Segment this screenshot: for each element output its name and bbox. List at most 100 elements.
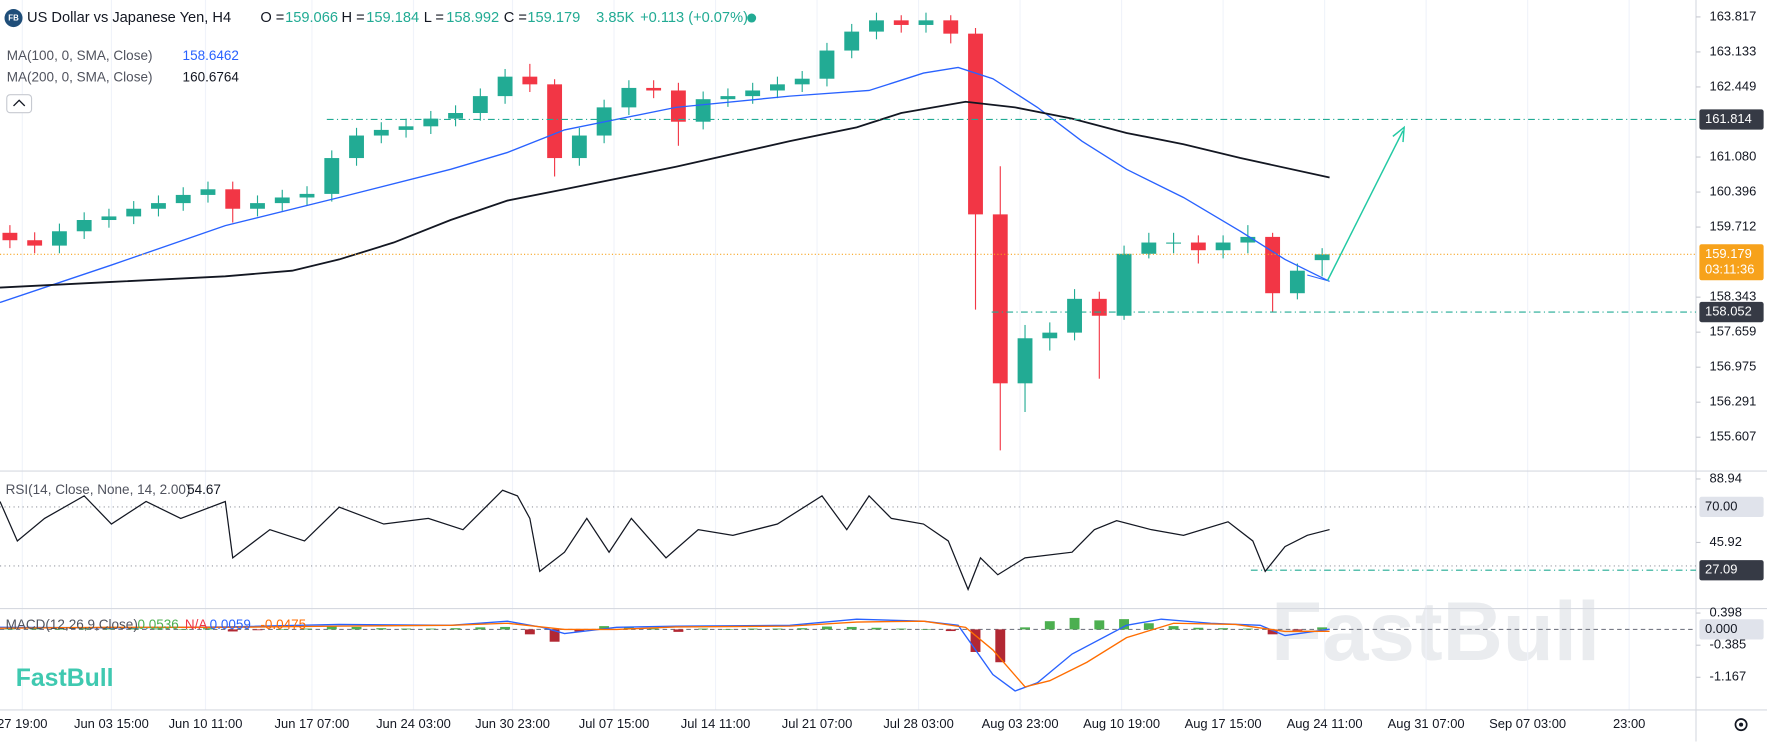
histogram-bar [450, 628, 461, 630]
histogram-bar [1292, 629, 1303, 631]
settings-icon-core [1739, 722, 1744, 727]
histogram-bar [673, 629, 684, 632]
x-tick-label: Sep 07 03:00 [1489, 716, 1566, 731]
candle-body [1265, 236, 1281, 294]
histogram-bar [425, 628, 436, 630]
axis-badge-label: 0.000 [1705, 621, 1737, 636]
settings-button[interactable] [1734, 718, 1748, 732]
projection-head [1392, 125, 1405, 143]
y-tick-label: 88.94 [1710, 470, 1742, 485]
candle-body [299, 193, 315, 198]
axis-badge-label: 161.814 [1705, 111, 1752, 126]
legend-name: MA(200, 0, SMA, Close) [7, 69, 153, 84]
y-tick-label: 161.080 [1710, 148, 1757, 163]
candle-body [324, 158, 340, 194]
y-tick-label: 157.659 [1710, 324, 1757, 339]
change: +0.113 (+0.07%) [640, 10, 748, 26]
candle-body [225, 189, 241, 209]
x-tick-label: Jun 30 23:00 [475, 716, 550, 731]
projection-arrow [1307, 125, 1405, 282]
histogram-bar [1044, 621, 1055, 630]
candle-body [373, 129, 389, 136]
collapse-box[interactable] [6, 94, 33, 114]
candle-body [1314, 254, 1330, 261]
histogram-bar [698, 628, 709, 630]
legend-value: 54.67 [187, 482, 221, 497]
y-tick-label: 163.817 [1710, 8, 1757, 23]
volume: 3.85K [596, 10, 634, 26]
status-dot [747, 13, 757, 23]
moving-average [0, 100, 1330, 289]
legend-value: 0.0059 [210, 617, 251, 632]
axis-badge-label: 27.09 [1705, 562, 1737, 577]
settings-icon[interactable] [1734, 718, 1748, 732]
legend-value: 160.6764 [183, 69, 240, 84]
candle-body [745, 90, 761, 97]
candle-body [869, 20, 884, 32]
projection-line [1326, 130, 1404, 281]
axis-badge-label: 70.00 [1705, 498, 1737, 513]
ohlc-label: L = [424, 10, 444, 26]
ohlc-label: C = [504, 10, 527, 26]
header: FB US Dollar vs Japanese Yen, H4 O = 159… [4, 9, 757, 28]
histogram-bar [54, 628, 65, 630]
collapse-button[interactable] [6, 94, 33, 114]
y-tick-label: -1.167 [1710, 669, 1747, 684]
ohlc-value: 159.066 [285, 10, 338, 26]
x-tick-label: Jul 28 03:00 [883, 716, 954, 731]
histogram-bar [921, 628, 931, 630]
axis-badge [1699, 560, 1764, 581]
histogram-bar [1168, 626, 1179, 630]
x-tick-label: Aug 03 23:00 [982, 716, 1059, 731]
candle-body [1017, 338, 1033, 384]
collapse-chevron [13, 99, 26, 107]
y-tick-label: 159.712 [1710, 218, 1757, 233]
histogram-bar [302, 628, 312, 630]
y-tick-label: 45.92 [1710, 534, 1742, 549]
candle-body [101, 216, 117, 221]
histogram-bar [599, 626, 610, 630]
candle-body [670, 90, 686, 122]
ohlc-value: 159.184 [366, 10, 419, 26]
histogram-bar [1069, 617, 1080, 630]
x-tick-label: Aug 24 11:00 [1287, 716, 1363, 731]
macd-line [0, 620, 1330, 688]
y-tick-label: 156.291 [1710, 394, 1757, 409]
histogram-bar [178, 628, 189, 630]
legend-value: N/A [185, 617, 208, 632]
histogram-bar [797, 628, 808, 630]
histogram-bar [1094, 620, 1105, 630]
y-tick-label: 162.449 [1710, 78, 1757, 93]
y-tick-label: 155.607 [1710, 429, 1757, 444]
histogram-bar [277, 628, 288, 630]
candle-body [200, 189, 216, 195]
histogram-bar [1193, 627, 1204, 630]
candle-body [151, 203, 166, 209]
candle-body [522, 76, 538, 85]
ohlc-label: H = [341, 10, 364, 26]
legend-name: RSI(14, Close, None, 14, 2.00) [6, 482, 191, 497]
countdown-label: 03:11:36 [1705, 262, 1754, 277]
candle-body [448, 113, 463, 119]
histogram-bar [128, 628, 139, 630]
legend-name: MACD(12,26,9,Close) [6, 617, 138, 632]
axis-badge-label: 158.052 [1705, 303, 1752, 318]
candle-body [1091, 298, 1107, 316]
candle-body [819, 50, 835, 79]
histogram-bar [846, 626, 857, 630]
candle-body [992, 214, 1008, 384]
y-tick-label: -0.385 [1710, 637, 1747, 652]
candle-body [1190, 242, 1206, 251]
x-tick-label: Jun 17 07:00 [275, 716, 350, 731]
candle-body [1042, 332, 1058, 339]
histogram-bar [1242, 628, 1253, 630]
histogram-bar [1020, 627, 1030, 630]
legend-name: MA(100, 0, SMA, Close) [7, 48, 153, 63]
candle-body [1141, 242, 1157, 254]
legend-value: 158.6462 [183, 48, 239, 63]
ohlc-value: 158.992 [446, 10, 499, 26]
x-tick-label: Jul 07 15:00 [579, 716, 649, 731]
candle-body [349, 135, 364, 159]
